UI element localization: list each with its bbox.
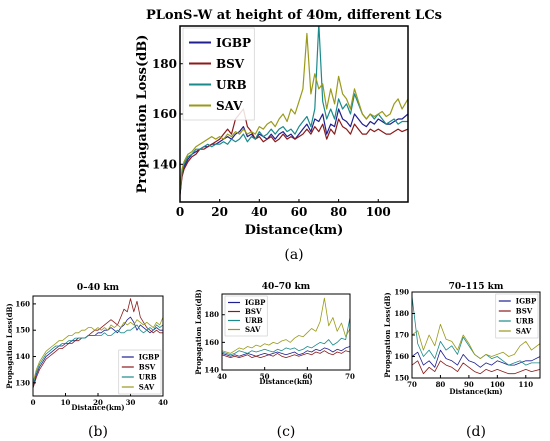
x-tick-label: 50 <box>260 372 270 381</box>
legend-label: SAV <box>216 99 243 113</box>
x-tick-label: 40 <box>217 372 227 381</box>
x-tick-label: 20 <box>211 205 228 219</box>
x-tick-label: 60 <box>302 372 312 381</box>
series-line-igbp <box>222 346 350 357</box>
x-tick-label: 60 <box>291 205 308 219</box>
y-tick-label: 180 <box>204 310 219 319</box>
legend-label: BSV <box>245 307 262 316</box>
panel-caption: (c) <box>277 424 296 440</box>
y-tick-label: 180 <box>394 309 409 318</box>
legend: IGBP BSV URB SAV <box>182 27 255 121</box>
x-tick-label: 0 <box>31 398 36 407</box>
x-tick-label: 110 <box>518 380 533 389</box>
x-tick-label: 80 <box>436 380 446 389</box>
x-tick-label: 10 <box>61 398 71 407</box>
y-tick-label: 150 <box>15 326 30 335</box>
chart-title: 70–115 km <box>449 282 504 292</box>
legend-label: BSV <box>516 307 533 316</box>
legend-label: URB <box>245 316 263 325</box>
series-line-bsv <box>222 350 350 359</box>
x-tick-label: 30 <box>126 398 136 407</box>
x-tick-label: 80 <box>330 205 347 219</box>
x-tick-label: 70 <box>345 372 355 381</box>
chart-panel-a: PLonS-W at height of 40m, different LCs 0… <box>135 8 442 263</box>
panel-caption: (d) <box>466 424 486 440</box>
legend-label: URB <box>516 317 534 326</box>
series-line-igbp <box>180 108 408 195</box>
series-line-sav <box>222 297 350 354</box>
y-tick-label: 160 <box>152 107 177 121</box>
y-tick-label: 150 <box>394 373 409 382</box>
x-axis-label: Distance(km) <box>245 223 344 238</box>
series-line-urb <box>222 317 350 356</box>
y-axis-label: Propagation Loss(dB) <box>194 289 203 374</box>
y-axis-label: Propagation Loss(dB) <box>5 303 14 388</box>
series-line-bsv <box>33 298 163 389</box>
series-group <box>33 298 163 389</box>
x-axis-label: Distance(km) <box>259 377 312 386</box>
y-tick-label: 140 <box>15 352 30 361</box>
x-tick-label: 20 <box>93 398 103 407</box>
panel-caption: (b) <box>88 424 108 440</box>
chart-panel-c: 40–70 km 40 50 60 70 140 160 180 Distance(km) Pro… <box>194 282 355 440</box>
x-tick-label: 90 <box>464 380 474 389</box>
chart-panel-d: 70–115 km 70 80 90 100 110 150 160 170 180 190 Dist… <box>383 282 541 440</box>
plot-frame <box>221 293 351 371</box>
legend-label: SAV <box>245 325 261 334</box>
x-tick-label: 70 <box>407 380 417 389</box>
panel-caption: (a) <box>284 247 303 263</box>
legend-label: IGBP <box>216 36 251 50</box>
x-axis-label: Distance(km) <box>71 403 124 412</box>
y-tick-label: 170 <box>394 330 409 339</box>
y-tick-label: 190 <box>394 287 409 296</box>
series-group <box>412 296 540 375</box>
y-tick-label: 160 <box>15 299 30 308</box>
y-tick-label: 180 <box>152 57 177 71</box>
legend-label: IGBP <box>516 297 537 306</box>
y-tick-label: 160 <box>204 338 219 347</box>
y-tick-label: 140 <box>204 365 219 374</box>
legend-label: IGBP <box>245 298 266 307</box>
x-tick-label: 40 <box>158 398 168 407</box>
x-tick-label: 100 <box>490 380 505 389</box>
chart-title: 40–70 km <box>262 282 311 292</box>
series-line-sav <box>180 32 408 190</box>
series-line-urb <box>33 324 163 386</box>
legend-label: IGBP <box>139 353 160 362</box>
y-tick-label: 130 <box>15 378 30 387</box>
chart-title: PLonS-W at height of 40m, different LCs <box>146 8 442 23</box>
x-tick-label: 40 <box>251 205 268 219</box>
series-line-sav <box>33 316 163 383</box>
y-tick-label: 160 <box>394 352 409 361</box>
legend-label: URB <box>139 373 157 382</box>
legend-label: BSV <box>216 57 245 71</box>
legend-label: BSV <box>139 363 156 372</box>
series-line-igbp <box>412 349 540 368</box>
legend-label: URB <box>216 78 247 92</box>
series-group <box>180 26 408 195</box>
series-line-igbp <box>33 316 163 389</box>
series-group <box>222 297 350 359</box>
series-line-bsv <box>412 360 540 375</box>
chart-panel-b: 0–40 km 0 10 20 30 40 130 140 150 160 Distance(km)… <box>5 283 168 440</box>
x-tick-label: 0 <box>176 205 184 219</box>
y-tick-label: 140 <box>152 157 177 171</box>
legend-label: SAV <box>139 383 155 392</box>
x-axis-label: Distance(km) <box>449 387 502 396</box>
legend-label: SAV <box>516 327 532 336</box>
x-tick-label: 100 <box>366 205 391 219</box>
y-axis-label: Propagation Loss(dB) <box>383 292 392 377</box>
chart-title: 0–40 km <box>77 283 120 293</box>
series-line-sav <box>412 323 540 360</box>
y-axis-label: Propagation Loss(dB) <box>135 35 150 194</box>
series-line-bsv <box>180 108 408 195</box>
